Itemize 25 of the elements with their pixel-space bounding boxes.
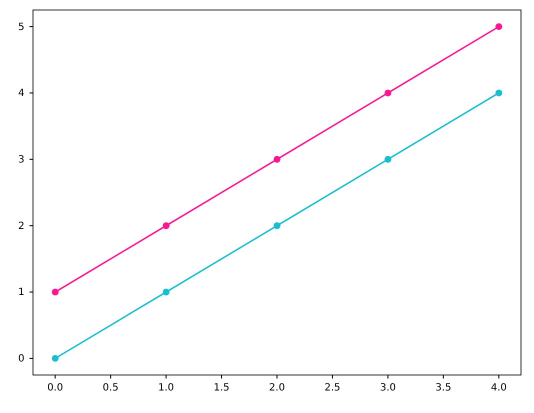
x-tick-label: 3.5 [435, 382, 452, 394]
x-tick-label: 3.0 [380, 382, 396, 394]
point [274, 156, 280, 163]
y-tick-label: 0 [18, 354, 24, 365]
x-tick-label: 4.0 [490, 382, 507, 394]
point [384, 90, 392, 96]
x-tick-label: 2.0 [269, 382, 285, 394]
point [274, 222, 280, 230]
point [495, 90, 502, 96]
point [384, 156, 392, 163]
x-tick-label: 1.0 [158, 382, 174, 394]
x-tick-label: 0.0 [47, 382, 64, 394]
point [162, 222, 170, 230]
point [162, 288, 170, 296]
y-tick-label: 2 [18, 220, 24, 232]
point [495, 23, 502, 30]
x-tick-label: 0.5 [102, 382, 119, 394]
y-tick-label: 4 [18, 88, 24, 100]
y-tick-label: 3 [18, 154, 24, 166]
point [52, 288, 59, 296]
x-tick-label: 2.5 [324, 382, 340, 394]
x-tick-label: 1.5 [214, 382, 230, 394]
y-tick-label: 5 [18, 22, 24, 33]
y-tick-label: 1 [18, 287, 24, 298]
point [52, 355, 59, 362]
